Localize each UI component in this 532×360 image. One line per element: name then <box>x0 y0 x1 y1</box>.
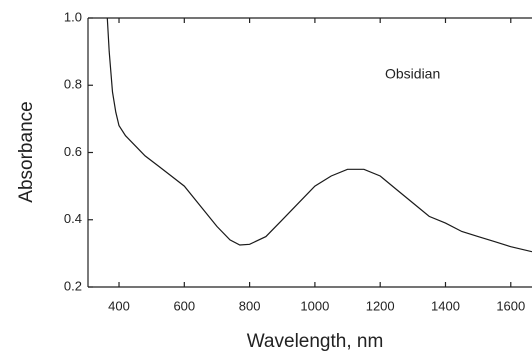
x-tick-label: 1000 <box>300 298 329 313</box>
x-tick-label: 400 <box>108 298 130 313</box>
x-tick-label: 800 <box>239 298 261 313</box>
x-tick-label: 1600 <box>496 298 525 313</box>
annotation: Obsidian <box>385 66 440 82</box>
x-tick-label: 600 <box>173 298 195 313</box>
x-tick-label: 1200 <box>366 298 395 313</box>
y-axis-label: Absorbance <box>16 101 37 202</box>
y-tick-label: 0.8 <box>64 77 82 92</box>
x-axis-label: Wavelength, nm <box>247 331 384 352</box>
y-tick-label: 1.0 <box>64 9 82 24</box>
line <box>106 17 532 253</box>
x-tick-label: 1400 <box>431 298 460 313</box>
y-tick-label: 0.2 <box>64 278 82 293</box>
y-tick-label: 0.4 <box>64 211 82 226</box>
y-tick-label: 0.6 <box>64 144 82 159</box>
